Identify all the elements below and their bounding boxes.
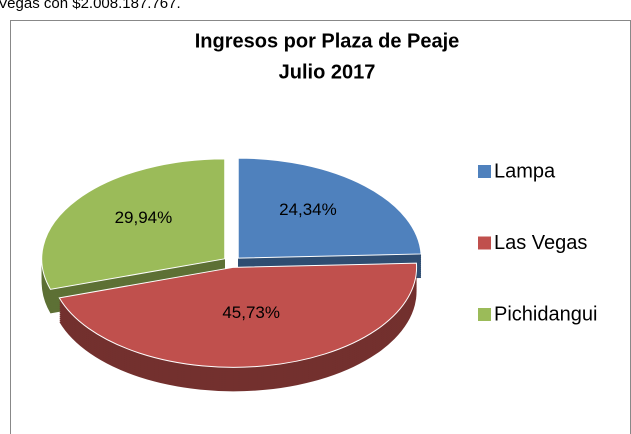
legend-label: Las Vegas	[494, 232, 587, 254]
legend-swatch	[478, 236, 491, 250]
slice	[237, 157, 422, 259]
data-label: 29,94%	[115, 208, 173, 227]
legend: Lampa Las Vegas Pichidangui	[478, 160, 597, 325]
chart-subtitle: Julio 2017	[279, 61, 376, 83]
pie: 24,34% 45,73% 29,94%	[41, 157, 422, 392]
chart-title: Ingresos por Plaza de Peaje	[195, 30, 460, 52]
slice	[41, 158, 226, 290]
data-label: 24,34%	[279, 200, 337, 219]
legend-swatch	[478, 308, 491, 321]
legend-label: Pichidangui	[494, 303, 597, 325]
legend-swatch	[478, 165, 491, 178]
data-label: 45,73%	[222, 303, 280, 322]
caption: Vegas con $2.008.187.767.	[0, 0, 181, 12]
legend-label: Lampa	[494, 160, 556, 182]
slice	[58, 262, 418, 368]
